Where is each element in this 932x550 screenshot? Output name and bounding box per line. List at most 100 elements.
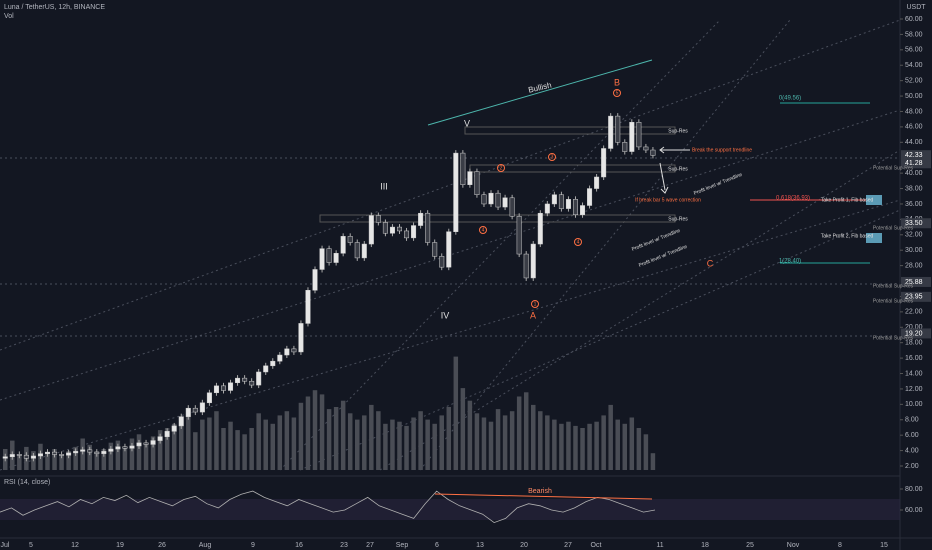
candle-body <box>312 269 318 291</box>
volume-bar <box>559 423 564 470</box>
price-tick-label: 6.00 <box>905 432 919 439</box>
candle-body <box>213 385 219 394</box>
candle-body <box>333 253 339 263</box>
candle-body <box>270 360 276 367</box>
volume-bar <box>355 419 360 470</box>
volume-bar <box>573 425 578 470</box>
candle-body <box>530 243 536 279</box>
price-tick-label: 4.00 <box>905 447 919 454</box>
volume-bar <box>495 409 501 470</box>
volume-bar <box>580 428 585 470</box>
candle-body <box>284 348 290 356</box>
candle-body <box>101 451 107 454</box>
candle-body <box>396 226 402 232</box>
volume-bar <box>629 417 635 470</box>
volume-bar <box>467 400 473 470</box>
volume-bar <box>298 402 304 470</box>
candle-body <box>558 194 564 209</box>
candle-body <box>354 242 360 259</box>
annotation: 5 <box>616 90 619 96</box>
price-tick-label: 12.00 <box>905 386 923 393</box>
volume-bar <box>108 442 114 470</box>
candle-body <box>418 212 424 226</box>
price-tick-label: 52.00 <box>905 77 923 84</box>
candle-body <box>389 226 395 234</box>
annotation: 4 <box>482 227 485 233</box>
candle-body <box>235 377 241 384</box>
price-tag-label: 25.88 <box>905 279 923 286</box>
price-tag <box>901 291 931 302</box>
wave-circle <box>531 300 539 308</box>
time-label: 25 <box>746 542 754 549</box>
volume-bar <box>101 449 107 470</box>
candle-body <box>622 142 628 152</box>
annotation: C <box>707 258 714 268</box>
volume-bar <box>87 444 92 470</box>
annotation: Take Profit 2, Fib based <box>821 233 874 239</box>
volume-bar <box>242 434 247 470</box>
candle-body <box>411 225 417 239</box>
volume-bar <box>347 413 353 470</box>
candle-body <box>115 446 121 450</box>
candle-body <box>481 194 487 205</box>
price-tag-label: 23.95 <box>905 294 923 301</box>
volume-bar <box>157 430 163 470</box>
candle-body <box>594 176 600 189</box>
volume-bar <box>411 417 416 470</box>
candle-body <box>80 449 86 452</box>
annotation: If break bar 5 wave correction <box>635 197 701 203</box>
volume-bar <box>531 404 536 470</box>
candle-body <box>495 192 501 208</box>
volume-bar <box>453 356 459 470</box>
candle-body <box>601 148 607 178</box>
candle-body <box>509 197 515 217</box>
volume-bar <box>601 415 606 470</box>
time-label: 23 <box>340 542 348 549</box>
volume-bar <box>200 419 205 470</box>
candle-body <box>565 199 571 209</box>
volume-bar <box>622 423 628 470</box>
volume-bar <box>312 390 318 470</box>
annotation: 2 <box>500 165 503 171</box>
price-tag-label: 33.50 <box>905 220 923 227</box>
time-label: 16 <box>295 542 303 549</box>
volume-bar <box>291 417 297 470</box>
candle-body <box>643 146 649 151</box>
candle-body <box>129 445 135 449</box>
price-tag-label: 19.20 <box>905 330 923 337</box>
volume-bar <box>284 411 290 470</box>
volume-bar <box>418 411 423 470</box>
volume-bar <box>249 428 254 470</box>
volume-label: Vol <box>4 13 14 20</box>
candle-body <box>453 152 459 232</box>
candle-body <box>249 380 255 386</box>
price-tick-label: 46.00 <box>905 124 923 131</box>
annotation: Potential Sup-Res <box>873 283 914 289</box>
wave-circle <box>613 89 621 97</box>
volume-bar <box>319 394 325 470</box>
time-label: Jul <box>1 542 10 549</box>
annotation: 4 <box>577 239 580 245</box>
volume-bar <box>17 454 22 470</box>
candle-body <box>382 222 388 234</box>
candle-body <box>94 451 100 454</box>
wave-circle <box>574 238 582 246</box>
candle-body <box>580 205 586 216</box>
annotation: III <box>380 181 388 191</box>
price-tick-label: 36.00 <box>905 201 923 208</box>
candle-body <box>544 203 550 214</box>
time-label: 9 <box>251 542 255 549</box>
candle-body <box>157 436 163 441</box>
price-tick-label: 8.00 <box>905 417 919 424</box>
volume-bar <box>214 411 219 470</box>
price-tick-label: 30.00 <box>905 247 923 254</box>
volume-bar <box>636 428 642 470</box>
volume-bar <box>193 432 198 470</box>
price-tag <box>901 150 931 161</box>
volume-bar <box>552 419 557 470</box>
wave-circle <box>479 226 487 234</box>
candle-body <box>488 192 494 205</box>
volume-bar <box>115 440 121 470</box>
volume-bar <box>207 417 212 470</box>
volume-bar <box>594 421 599 470</box>
